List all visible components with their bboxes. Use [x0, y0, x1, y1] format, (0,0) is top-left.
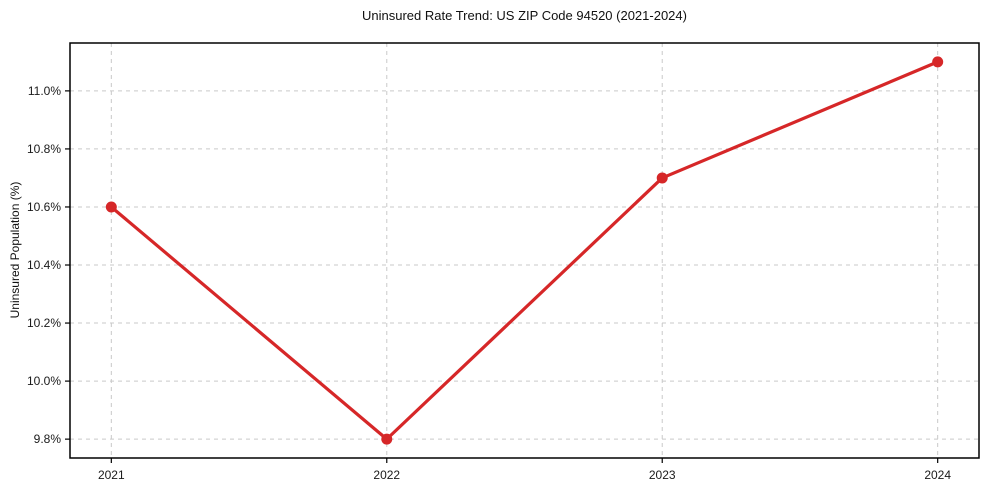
x-tick-label-2024: 2024 [924, 468, 951, 482]
y-tick-label-10.2%: 10.2% [27, 316, 61, 330]
y-tick-label-10.8%: 10.8% [27, 142, 61, 156]
trend-line [109, 60, 940, 441]
data-point-2022 [381, 433, 393, 445]
data-point-2024 [932, 56, 944, 68]
data-point-2021 [105, 201, 117, 213]
y-tick-label-9.8%: 9.8% [34, 432, 62, 446]
data-point-2023 [656, 172, 668, 184]
chart-title: Uninsured Rate Trend: US ZIP Code 94520 … [362, 8, 687, 23]
x-tick-label-2023: 2023 [649, 468, 676, 482]
y-tick-label-10.6%: 10.6% [27, 200, 61, 214]
x-tick-label-2022: 2022 [373, 468, 400, 482]
y-tick-label-10.0%: 10.0% [27, 374, 61, 388]
x-tick-label-2021: 2021 [98, 468, 125, 482]
y-tick-label-10.4%: 10.4% [27, 258, 61, 272]
y-tick-label-11.0%: 11.0% [28, 84, 61, 98]
plot-border [69, 42, 980, 459]
